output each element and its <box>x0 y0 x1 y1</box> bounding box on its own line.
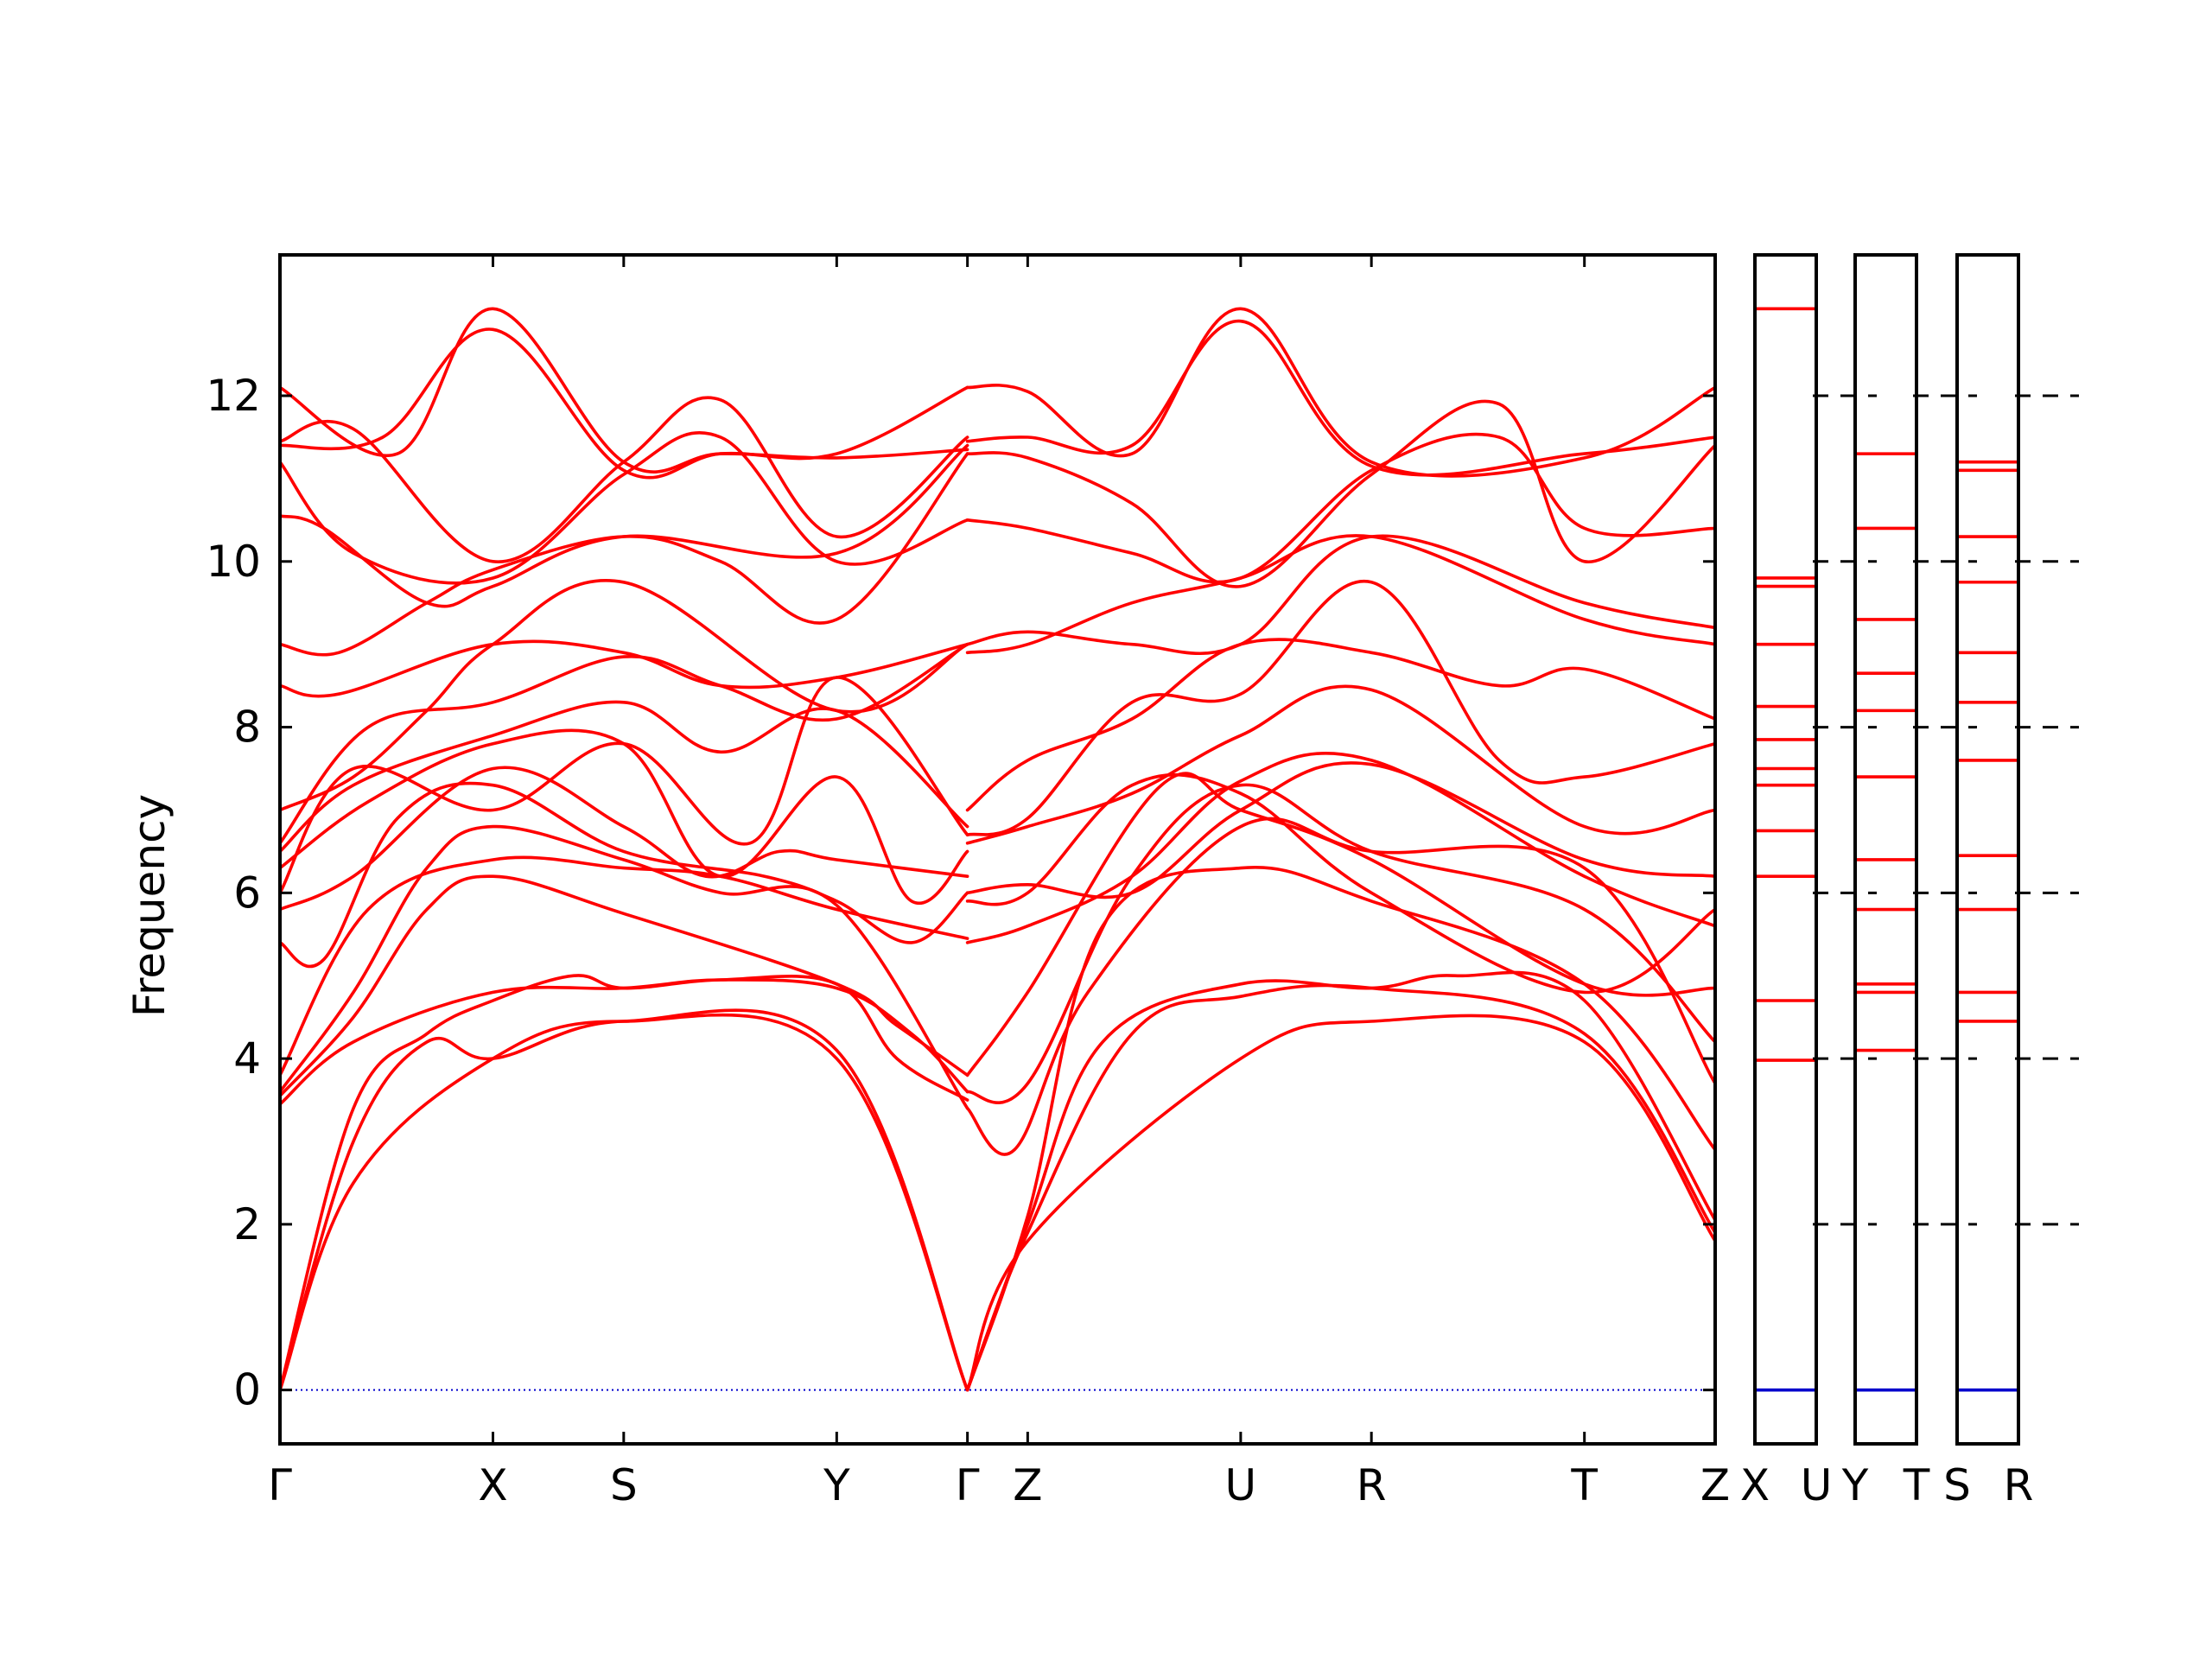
x-tick-label: R <box>1357 1460 1387 1510</box>
band-line <box>280 728 969 906</box>
band-line <box>965 534 1715 656</box>
band-line <box>280 974 969 1392</box>
x-tick-label: T <box>1570 1460 1598 1510</box>
y-axis-title: Frequency <box>124 794 175 1017</box>
y-tick-label: 2 <box>233 1199 261 1249</box>
panel-frame <box>1955 253 2020 1446</box>
band-line <box>965 1014 1715 1392</box>
x-tick-label: S <box>1943 1460 1971 1510</box>
band-line <box>965 684 1715 845</box>
y-tick-label: 6 <box>233 868 261 918</box>
band-line <box>965 761 1715 899</box>
panel-frame <box>278 253 1717 1446</box>
band-line <box>280 642 969 845</box>
x-tick-label: Y <box>823 1460 850 1510</box>
panel-plot-area <box>1855 452 1916 1392</box>
x-tick-label: Z <box>1700 1460 1730 1510</box>
band-line <box>280 431 969 585</box>
band-line <box>280 327 969 480</box>
band-line <box>280 579 969 812</box>
band-line <box>965 783 1715 1104</box>
x-tick-label: R <box>2004 1460 2034 1510</box>
band-line <box>280 766 969 912</box>
band-line <box>280 874 969 1098</box>
panel-plot-area <box>280 307 1715 1392</box>
band-line <box>280 307 969 474</box>
band-line <box>280 978 969 1106</box>
band-line <box>965 752 1715 944</box>
y-tick-label: 12 <box>206 371 261 421</box>
y-tick-label: 8 <box>233 702 261 753</box>
x-tick-label: U <box>1801 1460 1833 1510</box>
x-tick-label: Y <box>1841 1460 1869 1510</box>
band-line <box>965 817 1715 1156</box>
x-tick-label: T <box>1903 1460 1930 1510</box>
band-line <box>280 639 969 698</box>
y-tick-label: 0 <box>233 1365 261 1415</box>
band-line <box>965 970 1715 1392</box>
x-tick-label: Γ <box>956 1460 980 1510</box>
band-line <box>965 983 1715 1392</box>
band-line <box>280 1013 969 1392</box>
band-line <box>965 307 1715 478</box>
x-tick-label: U <box>1225 1460 1257 1510</box>
y-tick-label: 4 <box>233 1033 261 1084</box>
x-tick-label: X <box>478 1460 507 1510</box>
band-line <box>280 855 969 1077</box>
panel-plot-area <box>1957 460 2018 1392</box>
y-tick-label: 10 <box>206 537 261 587</box>
band-line <box>965 638 1715 812</box>
band-line <box>965 772 1715 1077</box>
band-line <box>280 781 969 969</box>
x-tick-label: Γ <box>268 1460 292 1510</box>
band-line <box>965 399 1715 588</box>
band-line <box>965 432 1715 584</box>
band-line <box>965 319 1715 477</box>
band-line <box>965 579 1715 836</box>
band-line <box>280 443 969 608</box>
band-line <box>965 772 1715 995</box>
panel-frame <box>1853 253 1918 1446</box>
x-tick-label: S <box>610 1460 638 1510</box>
band-line <box>965 534 1715 655</box>
band-line <box>280 1008 969 1392</box>
band-line <box>965 866 1715 1392</box>
band-line <box>280 452 969 657</box>
x-tick-label: X <box>1740 1460 1770 1510</box>
band-line <box>280 700 969 854</box>
x-tick-label: Z <box>1013 1460 1042 1510</box>
panel-frame <box>1753 253 1818 1446</box>
panel-plot-area <box>1755 307 1816 1392</box>
